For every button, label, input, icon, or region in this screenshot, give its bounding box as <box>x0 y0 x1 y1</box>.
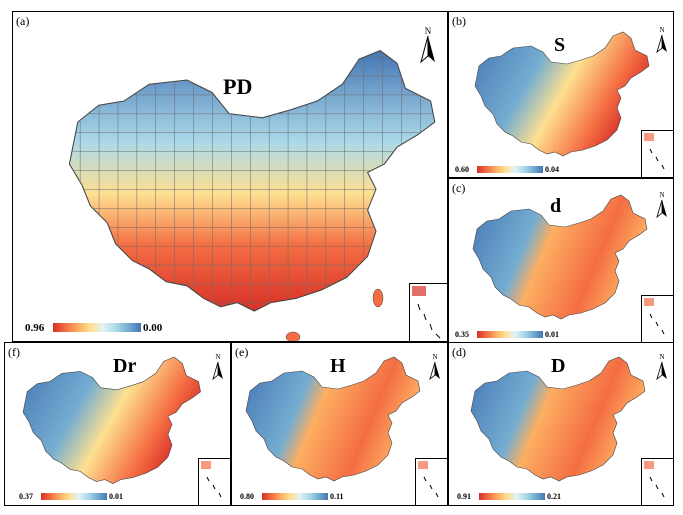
panel-a-title: PD <box>223 74 253 99</box>
panel-c: (c) d N 0.35 0.01 <box>448 178 674 343</box>
panel-a-map <box>68 49 436 341</box>
china-map-c <box>472 194 648 320</box>
south-china-sea-inset <box>641 295 673 342</box>
china-map-b <box>474 31 650 157</box>
china-map-e <box>245 356 421 482</box>
legend-c: 0.35 0.01 <box>455 330 559 339</box>
panel-d-label: (d) <box>452 345 466 359</box>
panel-a-label: (a) <box>16 14 30 28</box>
legend-e: 0.80 0.11 <box>240 492 344 501</box>
panel-b-title: S <box>554 34 566 56</box>
legend-f: 0.37 0.01 <box>19 492 123 501</box>
north-arrow-icon: N <box>418 26 438 64</box>
panel-f: (f) Dr N 0.37 0.01 <box>4 342 231 506</box>
south-china-sea-inset <box>409 283 447 341</box>
china-map-f <box>22 356 202 485</box>
north-arrow-icon: N <box>655 26 669 54</box>
panel-f-title: Dr <box>113 355 137 377</box>
south-china-sea-inset <box>641 458 673 505</box>
panel-c-title: d <box>550 195 562 217</box>
north-arrow-icon: N <box>655 353 669 381</box>
panel-d: (d) D N 0.91 0.21 <box>448 342 674 506</box>
south-china-sea-inset <box>415 458 447 505</box>
legend-b: 0.60 0.04 <box>455 165 559 174</box>
north-arrow-icon: N <box>655 191 669 219</box>
panel-d-title: D <box>551 355 566 377</box>
panel-f-label: (f) <box>8 345 20 359</box>
legend-a: 0.96 0.00 <box>25 322 163 334</box>
north-arrow-icon: N <box>428 353 442 381</box>
panel-b: (b) S N 0.60 0.04 <box>448 11 674 178</box>
legend-d: 0.91 0.21 <box>457 492 561 501</box>
panel-b-label: (b) <box>452 14 466 28</box>
panel-e-title: H <box>330 355 346 377</box>
panel-e-label: (e) <box>235 345 249 359</box>
panel-c-label: (c) <box>452 181 466 195</box>
south-china-sea-inset <box>641 130 673 177</box>
panel-e: (e) H N 0.80 0.11 <box>231 342 448 506</box>
north-arrow-icon: N <box>211 353 225 381</box>
south-china-sea-inset <box>198 458 230 505</box>
panel-a: (a) PD N 0.96 0.00 <box>12 11 448 342</box>
china-map-d <box>470 356 646 482</box>
